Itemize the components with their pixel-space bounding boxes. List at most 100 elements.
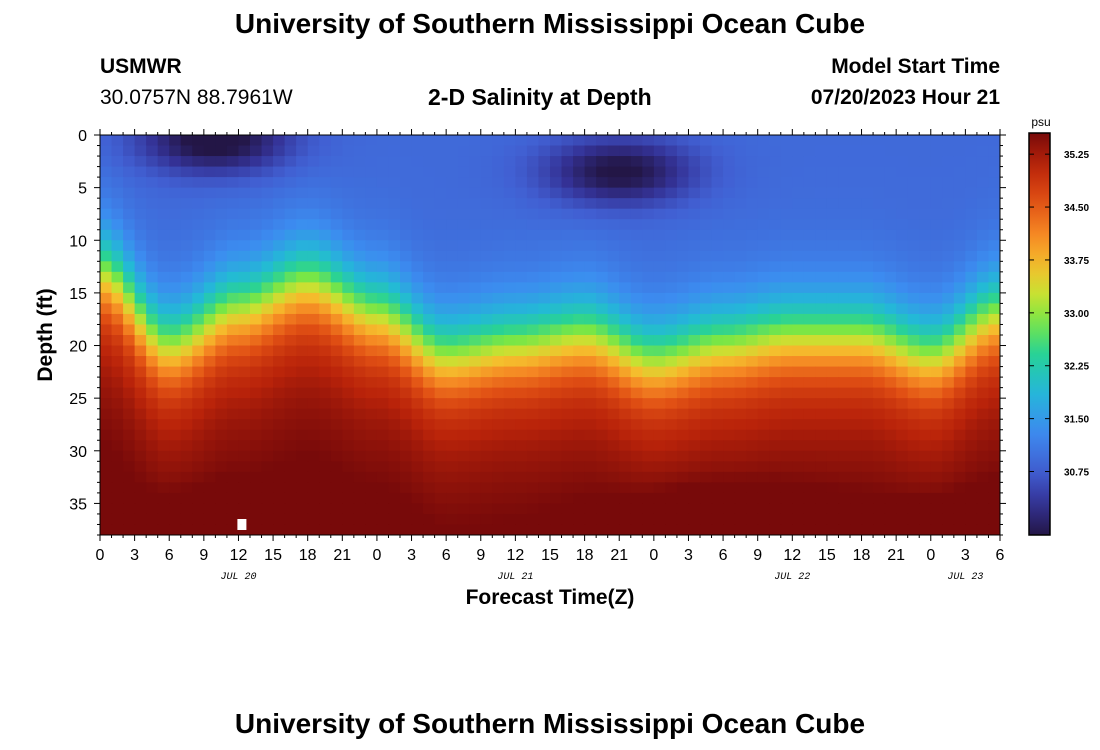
heatmap-cell xyxy=(711,419,724,431)
heatmap-cell xyxy=(388,377,401,389)
heatmap-cell xyxy=(769,219,782,231)
heatmap-cell xyxy=(388,408,401,420)
heatmap-cell xyxy=(976,335,990,347)
heatmap-cell xyxy=(676,198,690,210)
heatmap-cell xyxy=(815,208,828,220)
heatmap-cell xyxy=(884,292,897,305)
heatmap-cell xyxy=(584,135,597,147)
heatmap-cell xyxy=(884,156,897,168)
heatmap-cell xyxy=(861,240,874,252)
heatmap-cell xyxy=(146,419,159,431)
heatmap-cell xyxy=(203,471,216,483)
heatmap-cell xyxy=(688,229,701,241)
y-tick-label: 25 xyxy=(69,391,87,408)
heatmap-cell xyxy=(850,450,863,462)
heatmap-cell xyxy=(400,135,413,147)
heatmap-cell xyxy=(711,471,724,483)
heatmap-cell xyxy=(388,135,401,147)
heatmap-cell xyxy=(457,524,470,535)
heatmap-cell xyxy=(146,482,159,494)
heatmap-cell xyxy=(296,492,309,505)
heatmap-cell xyxy=(803,387,816,399)
heatmap-cell xyxy=(342,292,355,305)
heatmap-cell xyxy=(815,135,828,147)
heatmap-cell xyxy=(584,187,597,199)
heatmap-cell xyxy=(884,177,897,189)
heatmap-cell xyxy=(515,303,528,315)
heatmap-cell xyxy=(330,282,343,294)
heatmap-cell xyxy=(342,461,355,473)
heatmap-cell xyxy=(734,156,747,168)
heatmap-cell xyxy=(930,156,943,168)
heatmap-cell xyxy=(930,187,943,199)
heatmap-cell xyxy=(953,503,966,515)
heatmap-cell xyxy=(550,377,563,389)
heatmap-cell xyxy=(988,356,1000,368)
heatmap-cell xyxy=(976,482,990,494)
heatmap-cell xyxy=(965,366,978,378)
heatmap-cell xyxy=(584,156,597,168)
heatmap-cell xyxy=(596,240,609,252)
heatmap-cell xyxy=(388,398,401,410)
heatmap-cell xyxy=(273,261,286,273)
heatmap-cell xyxy=(446,345,459,357)
heatmap-cell xyxy=(746,345,759,357)
heatmap-cell xyxy=(215,387,228,399)
heatmap-cell xyxy=(884,303,897,315)
heatmap-cell xyxy=(146,324,159,336)
heatmap-cell xyxy=(365,429,378,441)
heatmap-cell xyxy=(353,208,366,220)
heatmap-cell xyxy=(826,187,840,199)
heatmap-cell xyxy=(515,513,528,526)
heatmap-cell xyxy=(342,377,355,389)
heatmap-cell xyxy=(134,492,147,505)
heatmap-cell xyxy=(965,145,978,157)
heatmap-cell xyxy=(953,387,966,399)
heatmap-cell xyxy=(307,177,320,189)
heatmap-cell xyxy=(446,261,459,273)
heatmap-cell xyxy=(111,513,124,526)
heatmap-cell xyxy=(284,177,297,189)
heatmap-cell xyxy=(307,482,320,494)
heatmap-cell xyxy=(192,492,205,505)
heatmap-cell xyxy=(907,177,920,189)
heatmap-cell xyxy=(100,145,113,157)
heatmap-cell xyxy=(746,156,759,168)
heatmap-cell xyxy=(446,429,459,441)
heatmap-cell xyxy=(123,229,136,241)
heatmap-cell xyxy=(953,135,966,147)
heatmap-cell xyxy=(734,177,747,189)
heatmap-cell xyxy=(273,271,286,283)
heatmap-cell xyxy=(134,145,147,157)
heatmap-cell xyxy=(250,303,263,315)
heatmap-cell xyxy=(561,313,574,326)
heatmap-cell xyxy=(965,187,978,199)
heatmap-cell xyxy=(757,208,770,220)
heatmap-cell xyxy=(123,177,136,189)
heatmap-cell xyxy=(446,198,459,210)
heatmap-cell xyxy=(907,166,920,178)
heatmap-cell xyxy=(630,240,643,252)
heatmap-cell xyxy=(434,482,447,494)
heatmap-cell xyxy=(619,250,632,262)
heatmap-cell xyxy=(365,503,378,515)
heatmap-cell xyxy=(261,377,274,389)
heatmap-cell xyxy=(261,419,274,431)
heatmap-cell xyxy=(526,208,540,220)
heatmap-cell xyxy=(965,240,978,252)
heatmap-cell xyxy=(100,387,113,399)
heatmap-cell xyxy=(180,208,193,220)
heatmap-cell xyxy=(423,271,436,283)
heatmap-cell xyxy=(965,429,978,441)
heatmap-cell xyxy=(296,198,309,210)
heatmap-cell xyxy=(653,471,666,483)
heatmap-cell xyxy=(365,229,378,241)
heatmap-cell xyxy=(134,524,147,535)
heatmap-cell xyxy=(930,440,943,452)
heatmap-cell xyxy=(780,419,793,431)
heatmap-cell xyxy=(157,250,170,262)
heatmap-cell xyxy=(780,408,793,420)
heatmap-cell xyxy=(584,503,597,515)
date-labels: JUL 20 JUL 21 JUL 22 JUL 23 xyxy=(220,572,983,583)
heatmap-cell xyxy=(411,461,424,473)
